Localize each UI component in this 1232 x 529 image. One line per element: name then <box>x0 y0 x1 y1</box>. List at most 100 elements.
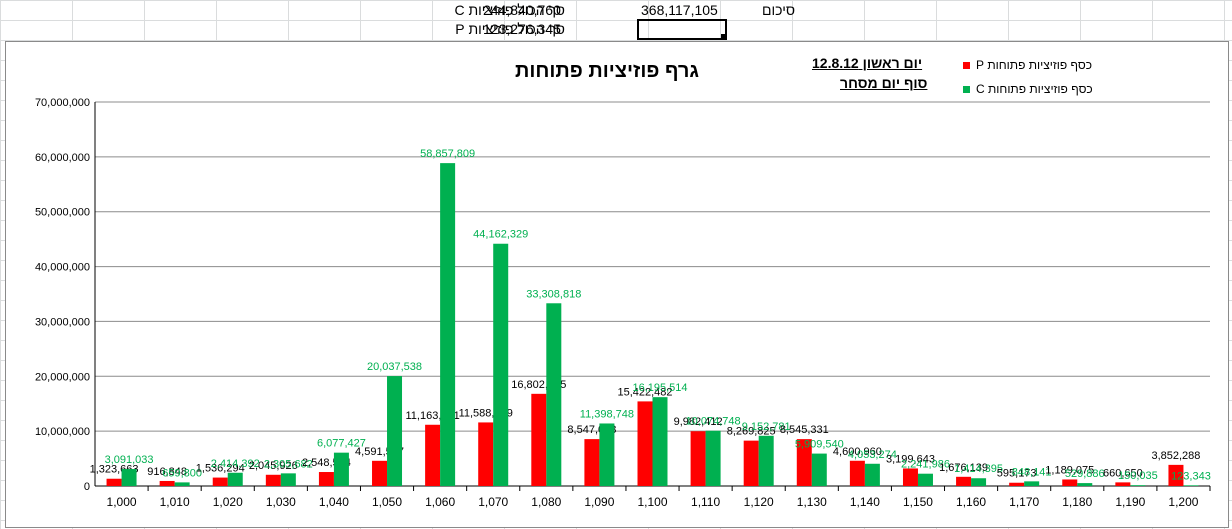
data-label-p: 595,173 <box>997 468 1037 480</box>
data-label-p: 2,045,926 <box>249 460 298 472</box>
data-label-p: 3,199,643 <box>886 453 935 465</box>
data-label-c: 6,077,427 <box>317 438 366 450</box>
data-label-c: 20,037,538 <box>367 361 422 373</box>
fill-handle[interactable] <box>721 34 726 39</box>
x-tick-label: 1,060 <box>425 495 455 509</box>
data-label-c: 2,241,986 <box>901 459 950 471</box>
bar-c <box>546 303 562 486</box>
x-tick-label: 1,140 <box>850 495 880 509</box>
bar-p <box>1115 482 1131 486</box>
y-tick-label: 0 <box>84 481 90 493</box>
bar-c <box>387 376 403 486</box>
bar-p <box>902 468 918 486</box>
bar-p <box>318 472 334 486</box>
day-note: יום ראשון 12.8.12 <box>812 55 923 71</box>
data-label-p: 8,545,331 <box>780 424 829 436</box>
bar-p <box>690 431 706 486</box>
y-tick-label: 20,000,000 <box>35 371 90 383</box>
p-total-value[interactable]: 123,276,345 <box>483 21 561 37</box>
x-tick-label: 1,200 <box>1168 495 1198 509</box>
selected-cell[interactable] <box>637 19 727 40</box>
data-label-p: 8,269,825 <box>727 426 776 438</box>
x-tick-label: 1,160 <box>956 495 986 509</box>
bar-c <box>440 163 456 487</box>
data-label-p: 4,600,960 <box>833 446 882 458</box>
bar-p <box>1009 482 1025 486</box>
x-tick-label: 1,170 <box>1009 495 1039 509</box>
data-label-p: 3,852,288 <box>1151 450 1200 462</box>
bar-c <box>1130 485 1146 486</box>
x-tick-label: 1,090 <box>584 495 614 509</box>
bar-c <box>758 435 774 486</box>
legend-item-p: כסף פוזיציות פתוחות P <box>963 58 1092 72</box>
bar-c <box>652 397 668 486</box>
legend-label-p: כסף פוזיציות פתוחות P <box>976 58 1093 72</box>
bar-c <box>493 243 509 486</box>
bar-c <box>599 423 615 486</box>
bar-p <box>637 401 653 486</box>
bar-p <box>849 460 865 486</box>
x-tick-label: 1,020 <box>213 495 243 509</box>
x-tick-label: 1,050 <box>372 495 402 509</box>
data-label-c: 4,053,274 <box>848 449 897 461</box>
bar-c <box>811 453 827 486</box>
bar-c <box>917 473 933 486</box>
x-tick-label: 1,030 <box>266 495 296 509</box>
bar-p <box>265 474 281 486</box>
bar-c <box>1077 483 1093 486</box>
bar-c <box>333 452 349 486</box>
x-tick-label: 1,180 <box>1062 495 1092 509</box>
data-label-p: 15,422,482 <box>617 386 672 398</box>
bar-p <box>478 422 494 486</box>
x-tick-label: 1,080 <box>531 495 561 509</box>
p-total-label[interactable]: סך הכול פוזיציות P <box>455 21 565 37</box>
x-tick-label: 1,000 <box>107 495 137 509</box>
bar-c <box>1024 481 1040 486</box>
bar-p <box>796 439 812 486</box>
data-label-c: 2,414,392 <box>211 458 260 470</box>
data-label-c: 848,141 <box>1012 466 1052 478</box>
bar-c <box>121 469 137 486</box>
data-label-c: 529,886 <box>1065 468 1105 480</box>
bar-c <box>1183 485 1199 486</box>
x-tick-label: 1,130 <box>797 495 827 509</box>
bar-c <box>971 478 987 486</box>
bar-p <box>531 393 547 486</box>
x-tick-label: 1,150 <box>903 495 933 509</box>
y-tick-label: 70,000,000 <box>35 97 90 109</box>
data-label-c: 2,305,682 <box>264 458 313 470</box>
bar-p <box>1062 479 1078 486</box>
data-label-c: 11,398,748 <box>580 408 634 420</box>
x-tick-label: 1,010 <box>160 495 190 509</box>
data-label-p: 1,676,139 <box>939 462 988 474</box>
bar-p <box>425 424 441 486</box>
c-total-value[interactable]: 244,840,760 <box>483 2 561 18</box>
bar-p <box>1168 464 1184 486</box>
bar-c <box>174 482 190 486</box>
data-label-c: 3,091,033 <box>105 454 154 466</box>
x-tick-label: 1,110 <box>691 495 720 509</box>
bar-c <box>864 463 880 486</box>
chart-title: גרף פוזיציות פתוחות <box>515 60 699 82</box>
data-label-c: 659,800 <box>162 467 202 479</box>
legend-swatch-p <box>963 62 970 70</box>
grand-total-value[interactable]: 368,117,105 <box>641 2 718 18</box>
bar-p <box>372 460 388 486</box>
data-label-c: 9,152,781 <box>742 421 791 433</box>
grand-total-label[interactable]: סיכום <box>762 2 796 18</box>
legend-label-c: כסף פוזיציות פתוחות C <box>976 82 1093 96</box>
data-label-c: 150,035 <box>1118 470 1158 482</box>
data-label-c: 58,857,809 <box>420 148 475 160</box>
x-tick-label: 1,190 <box>1115 495 1145 509</box>
chart-area[interactable] <box>5 41 1229 528</box>
legend-swatch-c <box>963 86 970 94</box>
y-tick-label: 50,000,000 <box>35 207 90 219</box>
legend-item-c: כסף פוזיציות פתוחות C <box>963 82 1093 96</box>
data-label-c: 5,909,540 <box>795 439 844 451</box>
data-label-c: 123,343 <box>1171 470 1211 482</box>
c-total-label[interactable]: סך הכול פוזיציות C <box>454 2 565 18</box>
data-label-c: 16,195,514 <box>632 382 687 394</box>
bar-p <box>956 476 972 486</box>
data-label-p: 916,848 <box>147 466 187 478</box>
